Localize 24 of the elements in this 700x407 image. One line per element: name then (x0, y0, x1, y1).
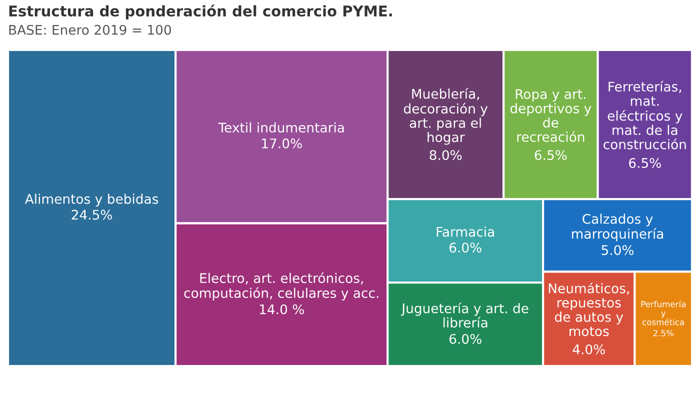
category-label: Alimentos y bebidas (24, 194, 158, 206)
category-label: Farmacia (436, 226, 494, 237)
data-label: 8.0% (430, 150, 462, 160)
category-label: Perfumería y cosmética (641, 300, 686, 326)
category-label: Textil indumentaria (218, 122, 344, 133)
data-label: 6.0% (449, 242, 482, 253)
data-label: 17.0% (262, 138, 302, 148)
data-label: 2.5% (653, 330, 674, 336)
data-label: 6.5% (534, 150, 567, 160)
data-label: 5.0% (602, 245, 634, 256)
text: BASE: Enero 2019 = 100 (9, 24, 171, 35)
text: Estructura de ponderación del comercio PYME. (9, 4, 392, 20)
data-label: 6.0% (449, 334, 482, 344)
category-label: Electro, art. electrónicos, computación, celulares y acc. (184, 272, 378, 301)
data-label: 14.0 % (260, 304, 304, 314)
category-label: Ferreterías, mat. eléctricos y mat. de la construcción (604, 80, 686, 150)
category-label: Ropa y art. deportivos y de recreación (510, 89, 592, 142)
data-label: 4.0% (572, 344, 605, 354)
category-label: Juguetería y art. de librería (400, 302, 528, 328)
category-label: Calzados y marroquinería (572, 214, 664, 242)
category-label: Mueblería, decoración y art. para el hogar (404, 88, 488, 145)
category-label: Neumáticos, repuestos de autos y motos (548, 282, 629, 336)
data-label: 6.5% (629, 158, 661, 168)
data-label: 24.5% (72, 210, 112, 220)
